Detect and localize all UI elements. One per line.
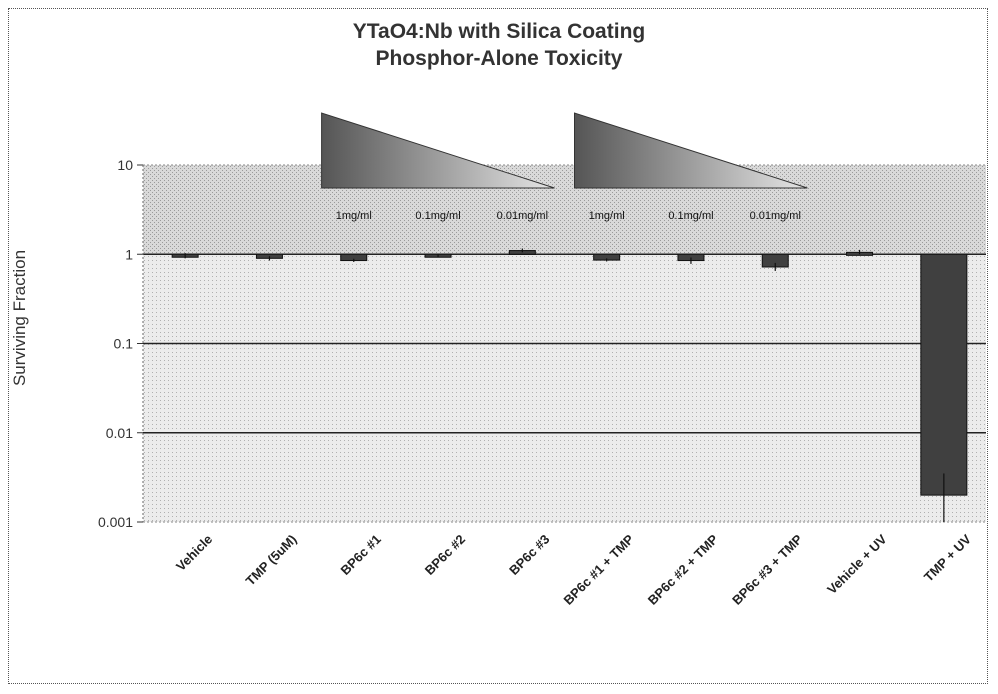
plot-band [143,343,986,433]
x-tick-label: BP6c #2 [422,532,468,578]
x-tick-label: BP6c #3 [506,532,552,578]
x-tick-label: BP6c #3 + TMP [729,531,805,607]
y-tick-label: 0.1 [114,336,134,352]
bar [920,253,968,496]
x-tick-label: BP6c #1 [337,532,383,578]
concentration-label: 0.01mg/ml [497,210,548,222]
x-tick-label: BP6c #1 + TMP [561,531,637,607]
x-tick-label: TMP + UV [921,531,974,584]
plot-band [143,165,986,255]
y-tick-label: 0.01 [106,425,133,441]
concentration-label: 1mg/ml [589,210,625,222]
y-tick-label: 0.001 [98,514,133,530]
x-tick-label: Vehicle [173,532,215,574]
concentration-wedge [574,112,808,189]
concentration-label: 0.01mg/ml [750,210,801,222]
y-tick-label: 10 [117,157,133,173]
concentration-wedge [321,112,555,189]
x-tick-label: Vehicle + UV [824,531,890,597]
chart-subtitle: Phosphor-Alone Toxicity [375,47,623,70]
concentration-label: 1mg/ml [336,210,372,222]
plot-band [143,432,986,522]
concentration-label: 0.1mg/ml [415,210,460,222]
x-tick-label: BP6c #2 + TMP [645,531,721,607]
x-tick-label: TMP (5uM) [243,532,300,589]
chart-title: YTaO4:Nb with Silica Coating [352,20,646,43]
y-tick-label: 1 [125,246,133,262]
plot-band [143,254,986,344]
concentration-label: 0.1mg/ml [668,210,713,222]
